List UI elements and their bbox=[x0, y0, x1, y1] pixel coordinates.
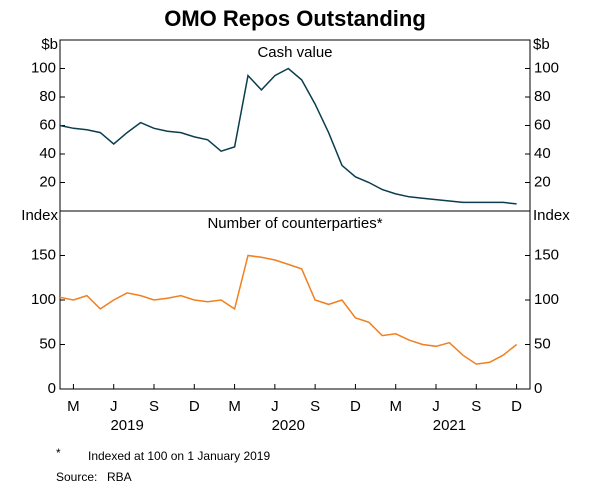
y-unit-left: Index bbox=[21, 207, 58, 224]
x-group-label: 2020 bbox=[272, 417, 305, 434]
x-tick-label: M bbox=[228, 398, 241, 415]
y-tick-label: 100 bbox=[534, 59, 559, 76]
panel-subtitle: Cash value bbox=[257, 44, 332, 61]
source-label: Source: bbox=[56, 470, 97, 484]
y-tick-label: 20 bbox=[39, 173, 56, 190]
y-tick-label: 20 bbox=[534, 173, 551, 190]
y-tick-label: 100 bbox=[31, 291, 56, 308]
y-tick-label: 100 bbox=[534, 291, 559, 308]
footnote-mark: * bbox=[56, 446, 61, 460]
x-tick-label: J bbox=[432, 398, 440, 415]
y-tick-label: 100 bbox=[31, 59, 56, 76]
y-tick-label: 40 bbox=[39, 145, 56, 162]
x-tick-label: D bbox=[511, 398, 522, 415]
x-tick-label: S bbox=[310, 398, 320, 415]
y-tick-label: 150 bbox=[534, 246, 559, 263]
y-tick-label: 0 bbox=[534, 380, 542, 397]
y-tick-label: 50 bbox=[39, 335, 56, 352]
x-tick-label: J bbox=[110, 398, 118, 415]
x-tick-label: D bbox=[189, 398, 200, 415]
y-tick-label: 150 bbox=[31, 246, 56, 263]
x-tick-label: S bbox=[471, 398, 481, 415]
x-tick-label: D bbox=[350, 398, 361, 415]
y-tick-label: 0 bbox=[48, 380, 56, 397]
y-tick-label: 80 bbox=[39, 88, 56, 105]
plot-frame bbox=[59, 39, 531, 390]
x-group-label: 2019 bbox=[110, 417, 143, 434]
y-unit-right: $b bbox=[533, 36, 550, 53]
data-line bbox=[59, 254, 518, 365]
y-tick-label: 50 bbox=[534, 335, 551, 352]
y-tick-label: 60 bbox=[534, 116, 551, 133]
x-tick-label: M bbox=[67, 398, 80, 415]
x-tick-label: S bbox=[149, 398, 159, 415]
x-group-label: 2021 bbox=[433, 417, 466, 434]
y-unit-right: Index bbox=[533, 207, 570, 224]
x-tick-label: M bbox=[389, 398, 402, 415]
footnote-text: Indexed at 100 on 1 January 2019 bbox=[88, 449, 270, 463]
y-tick-label: 60 bbox=[39, 116, 56, 133]
panel-subtitle: Number of counterparties* bbox=[207, 215, 382, 232]
x-tick-label: J bbox=[271, 398, 279, 415]
chart-title: OMO Repos Outstanding bbox=[164, 6, 426, 31]
data-line bbox=[59, 67, 517, 205]
y-tick-label: 40 bbox=[534, 145, 551, 162]
y-unit-left: $b bbox=[41, 36, 58, 53]
y-tick-label: 80 bbox=[534, 88, 551, 105]
source-text: RBA bbox=[107, 470, 132, 484]
